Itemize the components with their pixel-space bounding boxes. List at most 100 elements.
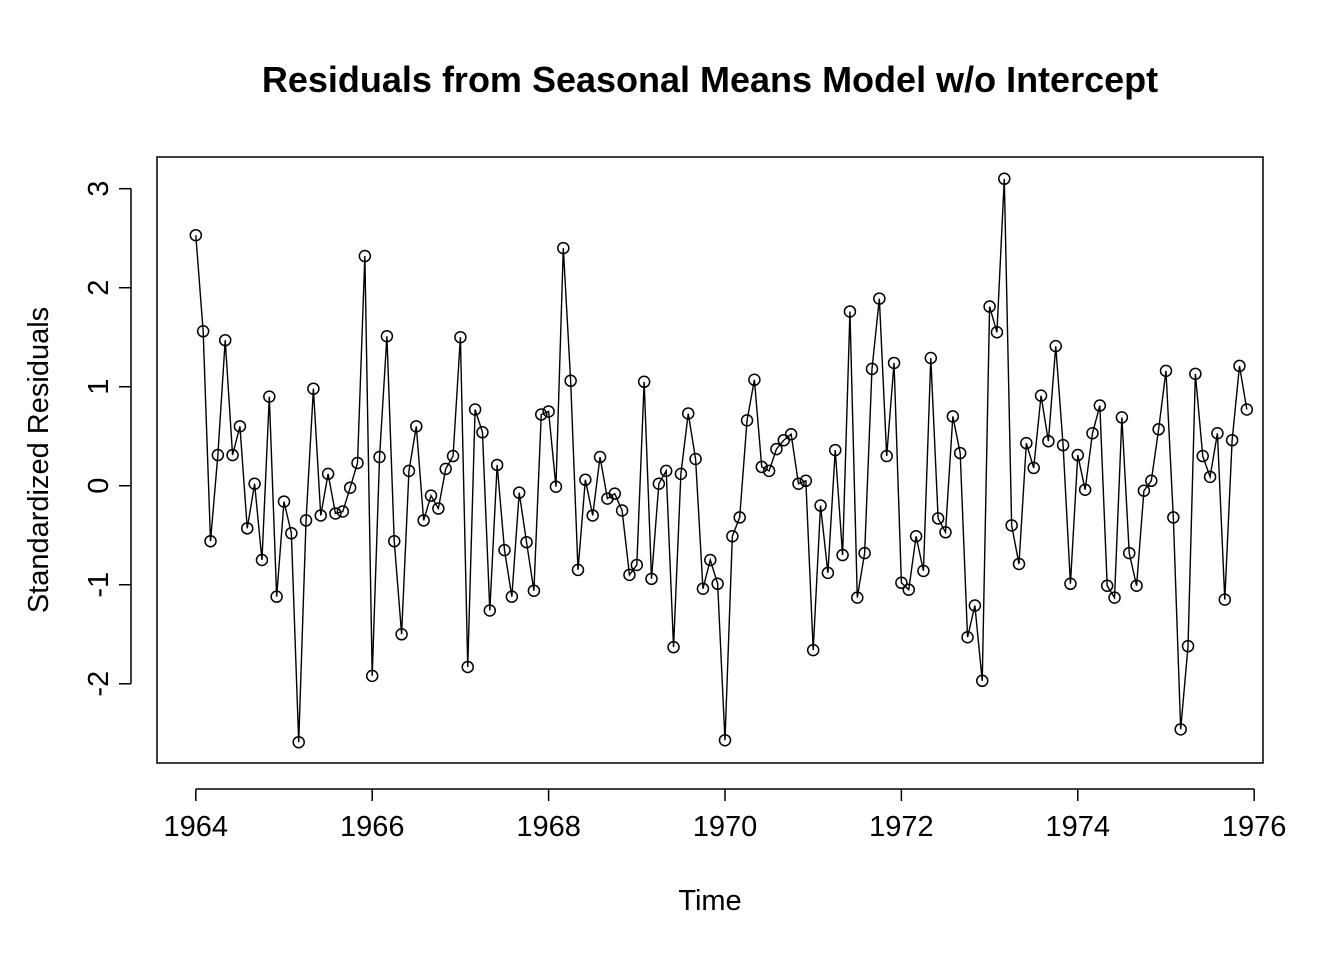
data-point	[1005, 519, 1018, 532]
data-point	[432, 502, 445, 515]
data-point	[1093, 399, 1107, 412]
data-point	[1027, 461, 1040, 475]
data-point	[255, 553, 269, 567]
data-point	[865, 362, 879, 376]
data-point	[446, 449, 460, 463]
data-point	[277, 495, 291, 508]
data-point	[946, 410, 960, 423]
data-point	[579, 473, 592, 487]
data-point	[211, 448, 225, 462]
data-point	[880, 449, 893, 463]
x-tick-label: 1968	[516, 811, 581, 843]
data-point	[1167, 511, 1180, 524]
x-axis-label: Time	[678, 885, 741, 917]
data-point	[1203, 470, 1217, 484]
data-point	[241, 522, 254, 535]
y-tick-label: 3	[83, 181, 115, 197]
data-point	[1145, 474, 1158, 488]
data-point	[1086, 427, 1099, 440]
data-point	[373, 450, 386, 464]
data-point	[321, 467, 335, 481]
data-point	[953, 446, 967, 460]
y-tick-label: 0	[83, 478, 115, 494]
x-tick-label: 1970	[693, 811, 758, 843]
data-point	[799, 474, 813, 488]
data-point	[1189, 367, 1202, 381]
data-point	[637, 375, 651, 389]
y-tick-label: -2	[83, 671, 115, 697]
data-point	[365, 669, 379, 683]
data-point	[836, 548, 849, 562]
data-point	[380, 329, 394, 343]
data-point	[564, 374, 577, 388]
data-point	[630, 558, 644, 572]
data-point	[748, 373, 761, 387]
chart-title: Residuals from Seasonal Means Model w/o …	[262, 59, 1158, 100]
x-tick-label: 1974	[1046, 811, 1111, 843]
x-tick-label: 1964	[164, 811, 229, 843]
data-point	[1108, 591, 1121, 604]
x-tick-label: 1976	[1222, 811, 1287, 843]
data-point	[1012, 557, 1026, 571]
data-point	[1020, 436, 1033, 450]
data-point	[593, 450, 607, 464]
data-point	[439, 462, 452, 476]
data-point	[990, 326, 1004, 339]
data-point	[263, 390, 276, 403]
data-point	[1225, 433, 1239, 447]
data-point	[1211, 427, 1224, 440]
data-point	[336, 505, 350, 518]
data-point	[887, 356, 901, 370]
data-point	[512, 486, 526, 499]
data-point	[542, 405, 555, 418]
data-point	[248, 477, 261, 491]
data-point	[1071, 448, 1085, 462]
data-point	[483, 604, 497, 617]
data-point	[1056, 438, 1070, 452]
data-point	[549, 480, 563, 493]
x-tick-label: 1972	[869, 811, 934, 843]
data-point	[351, 456, 364, 470]
data-point	[615, 504, 629, 517]
data-point	[402, 464, 416, 478]
data-point	[828, 443, 842, 457]
data-point	[424, 489, 438, 502]
data-point	[314, 509, 327, 522]
data-point	[461, 660, 474, 674]
data-point	[696, 582, 710, 595]
data-point	[726, 530, 739, 543]
data-point	[204, 534, 217, 548]
data-point	[975, 674, 989, 688]
data-point	[527, 584, 541, 597]
data-point	[821, 566, 835, 580]
data-point	[1159, 364, 1173, 378]
data-point	[189, 228, 203, 242]
data-point	[983, 300, 996, 313]
data-point	[623, 568, 636, 582]
data-point	[667, 640, 680, 654]
data-point	[674, 467, 688, 481]
data-point	[608, 487, 621, 500]
data-point	[1115, 411, 1129, 424]
data-point	[218, 333, 232, 347]
data-point	[917, 564, 930, 578]
y-axis: -2 -1 0 1 2 3	[83, 181, 132, 697]
x-axis: 1964 1966 1968 1970 1972 1974 1976	[164, 788, 1287, 843]
data-point	[468, 403, 482, 416]
data-point	[851, 591, 864, 604]
series-line	[195, 178, 1248, 743]
data-point	[329, 507, 342, 520]
data-point	[784, 428, 798, 441]
data-point	[1064, 577, 1077, 591]
data-point	[968, 599, 982, 612]
data-point	[1196, 449, 1209, 463]
data-point	[843, 305, 857, 318]
data-point	[226, 448, 239, 462]
data-point	[270, 590, 283, 603]
data-point	[233, 420, 247, 433]
data-point	[1137, 484, 1151, 497]
plot-frame	[156, 156, 1264, 764]
data-point	[1174, 723, 1187, 736]
data-point	[814, 499, 827, 512]
